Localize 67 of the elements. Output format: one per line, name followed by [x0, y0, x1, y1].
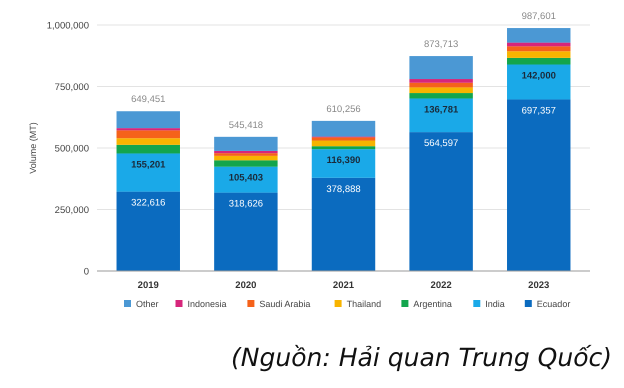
data-label: 697,357	[522, 105, 556, 116]
bar	[214, 160, 278, 167]
total-label: 873,713	[424, 39, 458, 50]
bar	[214, 192, 278, 271]
legend-label: Ecuador	[536, 299, 570, 310]
x-tick-label: 2021	[332, 280, 355, 291]
bar	[409, 82, 473, 88]
data-label: 322,616	[131, 198, 166, 209]
bar	[214, 153, 278, 156]
y-tick-label: 750,000	[54, 82, 89, 93]
text: (Nguồn: Hải quan Trung Quốc)	[231, 343, 612, 372]
bar	[214, 166, 278, 193]
y-tick-label: 500,000	[54, 143, 89, 154]
y-tick-label: 250,000	[54, 204, 89, 216]
data-label: 142,000	[522, 70, 556, 82]
legend-label: Indonesia	[188, 299, 227, 310]
bar	[312, 140, 376, 146]
bar	[116, 130, 180, 138]
total-label: 987,601	[522, 11, 556, 22]
total-label: 610,256	[326, 104, 361, 115]
bar	[214, 150, 278, 154]
y-tick-label: 1,000,000	[46, 20, 89, 32]
bar	[116, 153, 180, 192]
data-label: 564,597	[424, 138, 458, 150]
x-tick-label: 2022	[430, 280, 452, 291]
data-label: 378,888	[326, 184, 361, 195]
legend-label: Saudi Arabia	[259, 299, 310, 310]
bar	[409, 87, 473, 94]
bar	[409, 56, 473, 80]
bar	[312, 149, 376, 178]
x-tick-label: 2019	[138, 280, 159, 291]
total-label: 649,451	[131, 94, 166, 106]
data-label: 116,390	[326, 155, 360, 166]
data-label: 105,403	[228, 172, 264, 184]
bar	[116, 111, 180, 128]
total-label: 545,418	[228, 120, 264, 131]
y-axis-title: Volume (MT)	[28, 122, 38, 174]
bar	[409, 79, 473, 83]
bar	[507, 46, 570, 52]
bar	[507, 58, 570, 65]
bar	[312, 146, 376, 150]
data-label: 155,201	[131, 159, 166, 170]
bar	[312, 120, 376, 137]
legend-label: Argentina	[413, 299, 452, 310]
legend-label: Other	[136, 299, 159, 310]
bar	[507, 99, 570, 271]
data-label: 136,781	[424, 104, 460, 116]
bar	[214, 136, 278, 151]
data-label: 318,626	[228, 198, 264, 210]
bar	[409, 132, 473, 271]
bar	[507, 28, 570, 43]
bar	[507, 51, 570, 58]
x-tick-label: 2020	[235, 280, 256, 291]
legend-label: Thailand	[346, 299, 382, 310]
bar	[116, 144, 180, 154]
bar	[409, 93, 473, 98]
x-tick-label: 2023	[528, 280, 550, 291]
bar	[116, 192, 180, 271]
bar	[507, 64, 570, 100]
bar	[409, 98, 473, 132]
bar	[312, 178, 376, 271]
bar	[312, 137, 376, 141]
bar	[214, 156, 278, 160]
bar	[116, 138, 180, 145]
bar	[507, 42, 570, 46]
legend-label: India	[485, 299, 505, 310]
y-tick-label: 0	[84, 266, 89, 278]
